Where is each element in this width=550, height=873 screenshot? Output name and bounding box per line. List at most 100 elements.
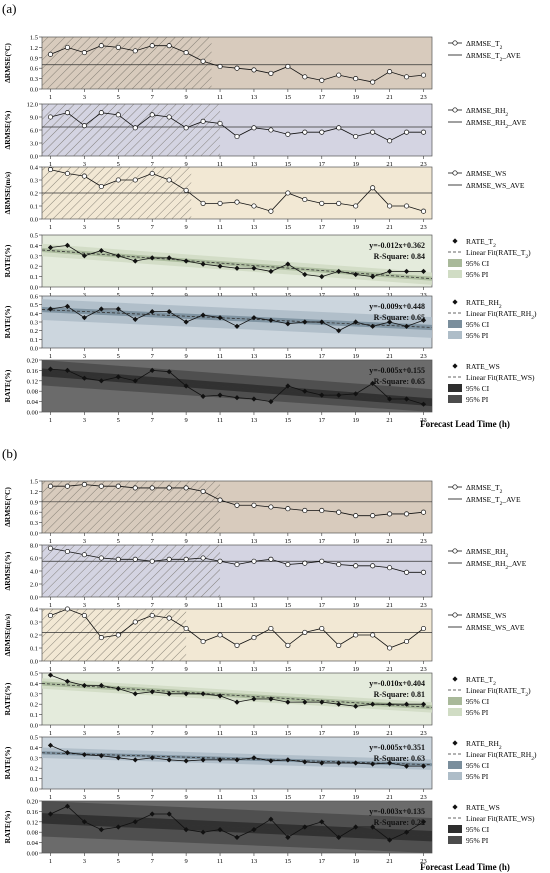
y-tick-label: 0.0: [30, 87, 38, 94]
chart-a-4: y=-0.012x+0.362 R-Square: 0.84 0.0 0.1 0.2 0.…: [3, 233, 531, 300]
x-tick-label: 7: [151, 602, 155, 609]
y-tick-label: 0.1: [30, 646, 38, 653]
data-point: [183, 319, 189, 325]
data-point: [81, 682, 87, 689]
legend-entry: 95% PI: [466, 270, 489, 279]
data-point: [403, 829, 410, 835]
data-point: [47, 51, 54, 57]
x-tick-label: 17: [319, 858, 326, 865]
x-tick-label: 17: [319, 730, 326, 737]
data-point: [319, 200, 325, 206]
x-tick-label: 19: [352, 602, 359, 609]
y-axis-label: ΔRMSE(%): [3, 110, 12, 149]
data-point: [370, 323, 376, 329]
data-point: [387, 319, 393, 325]
data-point: [285, 321, 291, 327]
chart-b-3: 0.00.10.20.30.41 3 5 7 9 11 13 15 17 19 21 23ΔRMSE(…: [3, 606, 525, 673]
legend-entry: 95% PI: [466, 395, 489, 404]
data-point: [98, 110, 104, 116]
data-point: [285, 63, 291, 70]
data-point: [64, 803, 71, 809]
x-tick-label: 1: [49, 353, 52, 360]
hatched-region: [42, 37, 212, 89]
x-tick-label: 11: [217, 417, 223, 424]
legend-marker: [452, 676, 458, 682]
y-tick-label: 3.0: [30, 141, 38, 148]
data-point: [302, 629, 308, 635]
x-tick-label: 9: [185, 794, 188, 801]
data-point: [217, 263, 223, 269]
x-tick-label: 3: [83, 353, 86, 360]
data-point: [387, 203, 393, 209]
data-point: [251, 125, 257, 131]
chart-b-5: y=-0.005x+0.351 R-Square: 0.63 0.0 0.1 0.2 0.…: [3, 735, 537, 802]
data-point: [149, 170, 155, 177]
y-axis-label: RATE(%): [3, 746, 12, 779]
data-point: [132, 485, 138, 491]
data-point: [98, 378, 104, 384]
data-point: [200, 555, 206, 561]
x-tick-label: 9: [185, 602, 188, 609]
x-tick-label: 7: [151, 666, 155, 673]
y-tick-label: 0.3: [30, 253, 38, 260]
x-tick-label: 21: [386, 602, 393, 609]
data-point: [166, 485, 172, 491]
y-tick-label: 0.3: [30, 755, 38, 762]
data-point: [268, 758, 274, 764]
legend-marker: [452, 740, 458, 746]
fit-line: [41, 371, 433, 403]
x-tick-label: 23: [420, 353, 427, 360]
data-point: [319, 319, 325, 325]
y-tick-label: 6.0: [30, 556, 38, 563]
y-tick-label: 6.0: [30, 128, 38, 135]
panel-label-a: (a): [2, 1, 16, 16]
data-point: [302, 129, 308, 135]
data-point: [81, 375, 87, 381]
y-tick-label: 0.4: [30, 607, 39, 614]
data-point: [98, 555, 104, 561]
data-point: [149, 367, 155, 373]
x-tick-label: 1: [49, 417, 52, 424]
data-point: [115, 112, 121, 118]
x-tick-label: 1: [49, 94, 52, 101]
x-tick-label: 11: [217, 353, 223, 360]
data-point: [370, 563, 376, 569]
data-point: [251, 827, 257, 833]
data-point: [251, 755, 257, 761]
data-point: [234, 323, 240, 329]
x-tick-label: 7: [151, 224, 155, 231]
data-point: [370, 380, 376, 386]
y-tick-label: 0.3: [30, 76, 38, 83]
x-tick-label: 7: [151, 794, 155, 801]
x-tick-label: 11: [217, 94, 223, 101]
x-tick-label: 19: [352, 161, 359, 168]
legend-swatch-ci: [448, 761, 462, 769]
data-point: [336, 701, 342, 707]
data-point: [149, 112, 155, 118]
legend-marker: [452, 363, 458, 369]
y-tick-label: 12.0: [27, 102, 38, 109]
data-point: [234, 133, 240, 140]
y-tick-label: 4.0: [30, 569, 38, 576]
data-point: [64, 678, 71, 684]
data-point: [217, 200, 223, 206]
data-point: [81, 50, 87, 56]
y-tick-label: 0.04: [27, 840, 39, 847]
data-point: [81, 752, 87, 758]
data-point: [370, 701, 376, 707]
y-tick-label: 0.5: [30, 233, 38, 240]
data-point: [353, 133, 359, 140]
data-point: [336, 328, 342, 334]
data-point: [302, 196, 308, 203]
r-square-label: R-Square: 0.65: [374, 377, 425, 386]
data-point: [285, 383, 291, 389]
data-point: [149, 689, 155, 695]
x-tick-label: 23: [420, 417, 427, 424]
fit-equation: y=-0.010x+0.404: [369, 679, 425, 688]
data-point: [251, 558, 257, 564]
data-point: [370, 824, 376, 830]
data-point: [302, 319, 308, 325]
data-point: [234, 757, 240, 763]
